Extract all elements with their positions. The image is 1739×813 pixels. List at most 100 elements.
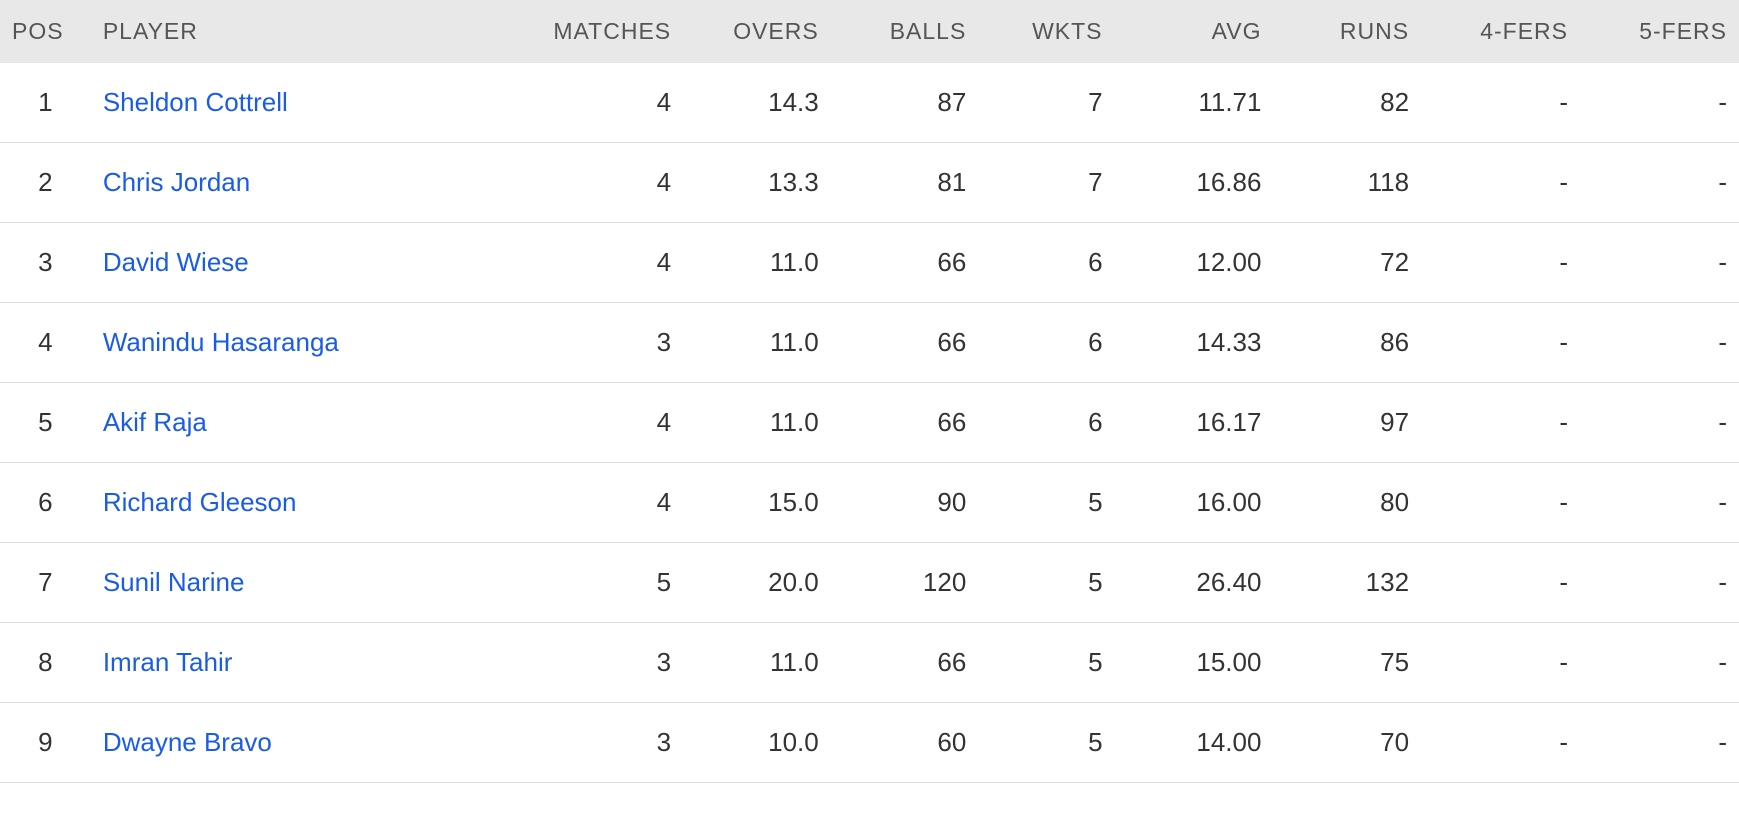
cell-player: Wanindu Hasaranga: [91, 303, 522, 383]
cell-wkts: 5: [978, 623, 1114, 703]
cell-balls: 120: [831, 543, 979, 623]
cell-avg: 16.17: [1115, 383, 1274, 463]
cell-balls: 66: [831, 383, 979, 463]
cell-pos: 5: [0, 383, 91, 463]
cell-runs: 97: [1273, 383, 1421, 463]
player-link[interactable]: Sunil Narine: [103, 567, 245, 597]
cell-balls: 60: [831, 703, 979, 783]
cell-overs: 10.0: [683, 703, 831, 783]
cell-player: Richard Gleeson: [91, 463, 522, 543]
cell-runs: 75: [1273, 623, 1421, 703]
player-link[interactable]: Chris Jordan: [103, 167, 250, 197]
cell-wkts: 5: [978, 543, 1114, 623]
cell-wkts: 7: [978, 143, 1114, 223]
cell-matches: 4: [522, 463, 683, 543]
cell-avg: 11.71: [1115, 63, 1274, 143]
col-header-5fers: 5-FERS: [1580, 0, 1739, 63]
cell-pos: 1: [0, 63, 91, 143]
table-row: 9Dwayne Bravo310.060514.0070--: [0, 703, 1739, 783]
cell-fers4: -: [1421, 63, 1580, 143]
cell-fers4: -: [1421, 223, 1580, 303]
cell-fers4: -: [1421, 303, 1580, 383]
table-header: POS PLAYER MATCHES OVERS BALLS WKTS AVG …: [0, 0, 1739, 63]
cell-matches: 4: [522, 223, 683, 303]
cell-pos: 8: [0, 623, 91, 703]
table-row: 8Imran Tahir311.066515.0075--: [0, 623, 1739, 703]
cell-pos: 7: [0, 543, 91, 623]
cell-avg: 26.40: [1115, 543, 1274, 623]
cell-player: Chris Jordan: [91, 143, 522, 223]
cell-runs: 132: [1273, 543, 1421, 623]
cell-overs: 11.0: [683, 383, 831, 463]
cell-matches: 4: [522, 143, 683, 223]
col-header-balls: BALLS: [831, 0, 979, 63]
cell-fers4: -: [1421, 383, 1580, 463]
cell-overs: 13.3: [683, 143, 831, 223]
player-link[interactable]: Wanindu Hasaranga: [103, 327, 339, 357]
col-header-runs: RUNS: [1273, 0, 1421, 63]
cell-runs: 118: [1273, 143, 1421, 223]
cell-balls: 66: [831, 223, 979, 303]
cell-matches: 3: [522, 303, 683, 383]
cell-matches: 4: [522, 383, 683, 463]
cell-matches: 5: [522, 543, 683, 623]
cell-overs: 11.0: [683, 223, 831, 303]
player-link[interactable]: Akif Raja: [103, 407, 207, 437]
table-row: 5Akif Raja411.066616.1797--: [0, 383, 1739, 463]
cell-player: Akif Raja: [91, 383, 522, 463]
cell-wkts: 7: [978, 63, 1114, 143]
cell-balls: 90: [831, 463, 979, 543]
cell-fers5: -: [1580, 383, 1739, 463]
cell-wkts: 6: [978, 383, 1114, 463]
cell-fers5: -: [1580, 143, 1739, 223]
cell-wkts: 6: [978, 303, 1114, 383]
cell-fers5: -: [1580, 703, 1739, 783]
cell-avg: 14.33: [1115, 303, 1274, 383]
cell-player: Sheldon Cottrell: [91, 63, 522, 143]
cell-matches: 4: [522, 63, 683, 143]
cell-fers5: -: [1580, 223, 1739, 303]
col-header-avg: AVG: [1115, 0, 1274, 63]
table-row: 4Wanindu Hasaranga311.066614.3386--: [0, 303, 1739, 383]
player-link[interactable]: Dwayne Bravo: [103, 727, 272, 757]
col-header-wkts: WKTS: [978, 0, 1114, 63]
table-row: 3David Wiese411.066612.0072--: [0, 223, 1739, 303]
table-row: 2Chris Jordan413.381716.86118--: [0, 143, 1739, 223]
cell-wkts: 5: [978, 703, 1114, 783]
cell-runs: 72: [1273, 223, 1421, 303]
cell-overs: 11.0: [683, 623, 831, 703]
cell-fers5: -: [1580, 463, 1739, 543]
cell-runs: 86: [1273, 303, 1421, 383]
player-link[interactable]: Richard Gleeson: [103, 487, 297, 517]
cell-balls: 87: [831, 63, 979, 143]
cell-pos: 3: [0, 223, 91, 303]
cell-player: Imran Tahir: [91, 623, 522, 703]
cell-runs: 82: [1273, 63, 1421, 143]
stats-table: POS PLAYER MATCHES OVERS BALLS WKTS AVG …: [0, 0, 1739, 783]
cell-overs: 15.0: [683, 463, 831, 543]
cell-avg: 14.00: [1115, 703, 1274, 783]
cell-wkts: 6: [978, 223, 1114, 303]
player-link[interactable]: Imran Tahir: [103, 647, 233, 677]
cell-pos: 6: [0, 463, 91, 543]
col-header-pos: POS: [0, 0, 91, 63]
cell-fers5: -: [1580, 303, 1739, 383]
cell-balls: 66: [831, 303, 979, 383]
cell-matches: 3: [522, 703, 683, 783]
cell-overs: 14.3: [683, 63, 831, 143]
cell-avg: 16.86: [1115, 143, 1274, 223]
cell-overs: 20.0: [683, 543, 831, 623]
cell-fers5: -: [1580, 543, 1739, 623]
col-header-player: PLAYER: [91, 0, 522, 63]
cell-avg: 15.00: [1115, 623, 1274, 703]
cell-pos: 2: [0, 143, 91, 223]
player-link[interactable]: Sheldon Cottrell: [103, 87, 288, 117]
cell-runs: 70: [1273, 703, 1421, 783]
player-link[interactable]: David Wiese: [103, 247, 249, 277]
cell-player: David Wiese: [91, 223, 522, 303]
cell-runs: 80: [1273, 463, 1421, 543]
cell-avg: 16.00: [1115, 463, 1274, 543]
cell-player: Sunil Narine: [91, 543, 522, 623]
col-header-overs: OVERS: [683, 0, 831, 63]
cell-player: Dwayne Bravo: [91, 703, 522, 783]
